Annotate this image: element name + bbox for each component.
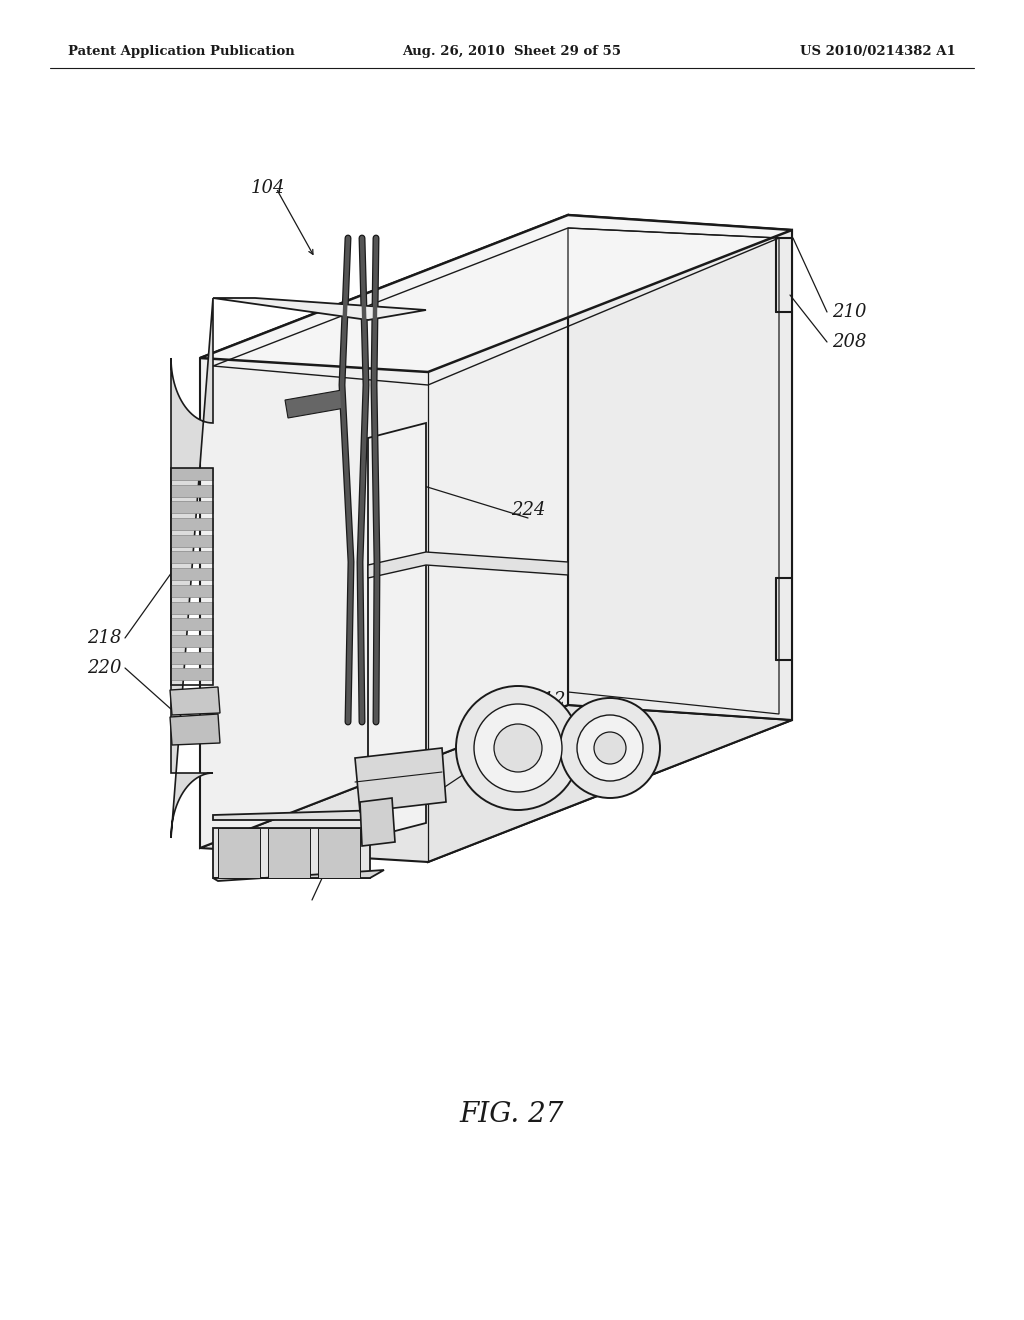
Circle shape (560, 698, 660, 799)
Polygon shape (218, 828, 260, 878)
Text: 224: 224 (511, 502, 545, 519)
Polygon shape (171, 535, 213, 546)
Polygon shape (170, 714, 220, 744)
Circle shape (456, 686, 580, 810)
Polygon shape (171, 469, 213, 480)
Polygon shape (171, 668, 213, 680)
Polygon shape (213, 828, 370, 878)
Circle shape (594, 733, 626, 764)
Polygon shape (200, 215, 792, 372)
Polygon shape (171, 585, 213, 597)
Polygon shape (171, 618, 213, 630)
Polygon shape (171, 552, 213, 564)
Text: US 2010/0214382 A1: US 2010/0214382 A1 (800, 45, 956, 58)
Circle shape (577, 715, 643, 781)
Polygon shape (213, 870, 384, 880)
Text: 212: 212 (530, 690, 565, 709)
Circle shape (474, 704, 562, 792)
Text: 104: 104 (251, 180, 286, 197)
Text: 206: 206 (317, 833, 352, 851)
Polygon shape (200, 215, 568, 847)
Polygon shape (318, 828, 360, 878)
Text: 220: 220 (87, 659, 122, 677)
Polygon shape (170, 686, 220, 715)
Polygon shape (428, 230, 792, 862)
Text: Patent Application Publication: Patent Application Publication (68, 45, 295, 58)
Polygon shape (285, 389, 345, 418)
Text: 218: 218 (87, 630, 122, 647)
Polygon shape (268, 828, 310, 878)
Polygon shape (355, 748, 446, 812)
Polygon shape (568, 215, 792, 719)
Polygon shape (213, 298, 426, 319)
Polygon shape (200, 705, 792, 862)
Text: FIG. 27: FIG. 27 (460, 1101, 564, 1129)
Polygon shape (360, 799, 395, 846)
Polygon shape (171, 502, 213, 513)
Text: Aug. 26, 2010  Sheet 29 of 55: Aug. 26, 2010 Sheet 29 of 55 (402, 45, 622, 58)
Text: 208: 208 (831, 333, 866, 351)
Polygon shape (171, 517, 213, 531)
Text: 214: 214 (475, 759, 509, 777)
Polygon shape (368, 422, 426, 838)
Circle shape (494, 723, 542, 772)
Polygon shape (171, 484, 213, 496)
Polygon shape (213, 810, 384, 820)
Polygon shape (171, 602, 213, 614)
Polygon shape (171, 298, 213, 838)
Polygon shape (368, 552, 568, 578)
Polygon shape (171, 568, 213, 581)
Polygon shape (171, 652, 213, 664)
Polygon shape (171, 635, 213, 647)
Text: 210: 210 (831, 304, 866, 321)
